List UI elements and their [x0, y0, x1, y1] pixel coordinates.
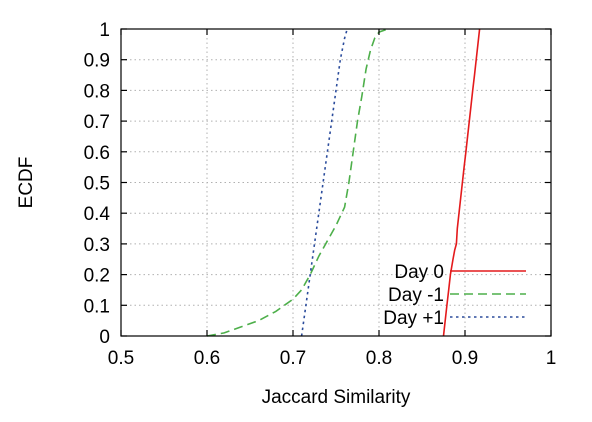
legend-label: Day 0	[394, 262, 444, 283]
y-tick-label: 1	[99, 20, 110, 41]
y-tick-label: 0.5	[84, 174, 110, 195]
y-tick-label: 0.2	[84, 266, 110, 287]
legend-label: Day -1	[388, 285, 444, 306]
y-axis-label: ECDF	[16, 157, 37, 209]
y-tick-label: 0.6	[84, 143, 110, 164]
x-tick-label: 1	[546, 348, 557, 369]
y-tick-label: 0.7	[84, 112, 110, 133]
x-tick-label: 0.7	[280, 348, 306, 369]
y-tick-label: 0.1	[84, 296, 110, 317]
axis-ticks: 0.5 0.6 0.7 0.8 0.9 1 0 0.1 0.2 0.3 0.4 0.5 0.6 0.7 0.…	[84, 20, 557, 369]
y-tick-label: 0.3	[84, 235, 110, 256]
x-tick-label: 0.5	[108, 348, 134, 369]
y-tick-label: 0	[99, 327, 110, 348]
legend-label: Day +1	[383, 308, 444, 329]
grid-lines	[121, 29, 551, 336]
x-tick-label: 0.6	[194, 348, 220, 369]
y-tick-label: 0.4	[84, 204, 111, 225]
y-tick-label: 0.8	[84, 81, 110, 102]
x-tick-label: 0.9	[452, 348, 478, 369]
x-axis-label: Jaccard Similarity	[262, 387, 411, 408]
y-tick-label: 0.9	[84, 51, 110, 72]
x-tick-label: 0.8	[366, 348, 392, 369]
series-line-day-0	[444, 29, 480, 336]
